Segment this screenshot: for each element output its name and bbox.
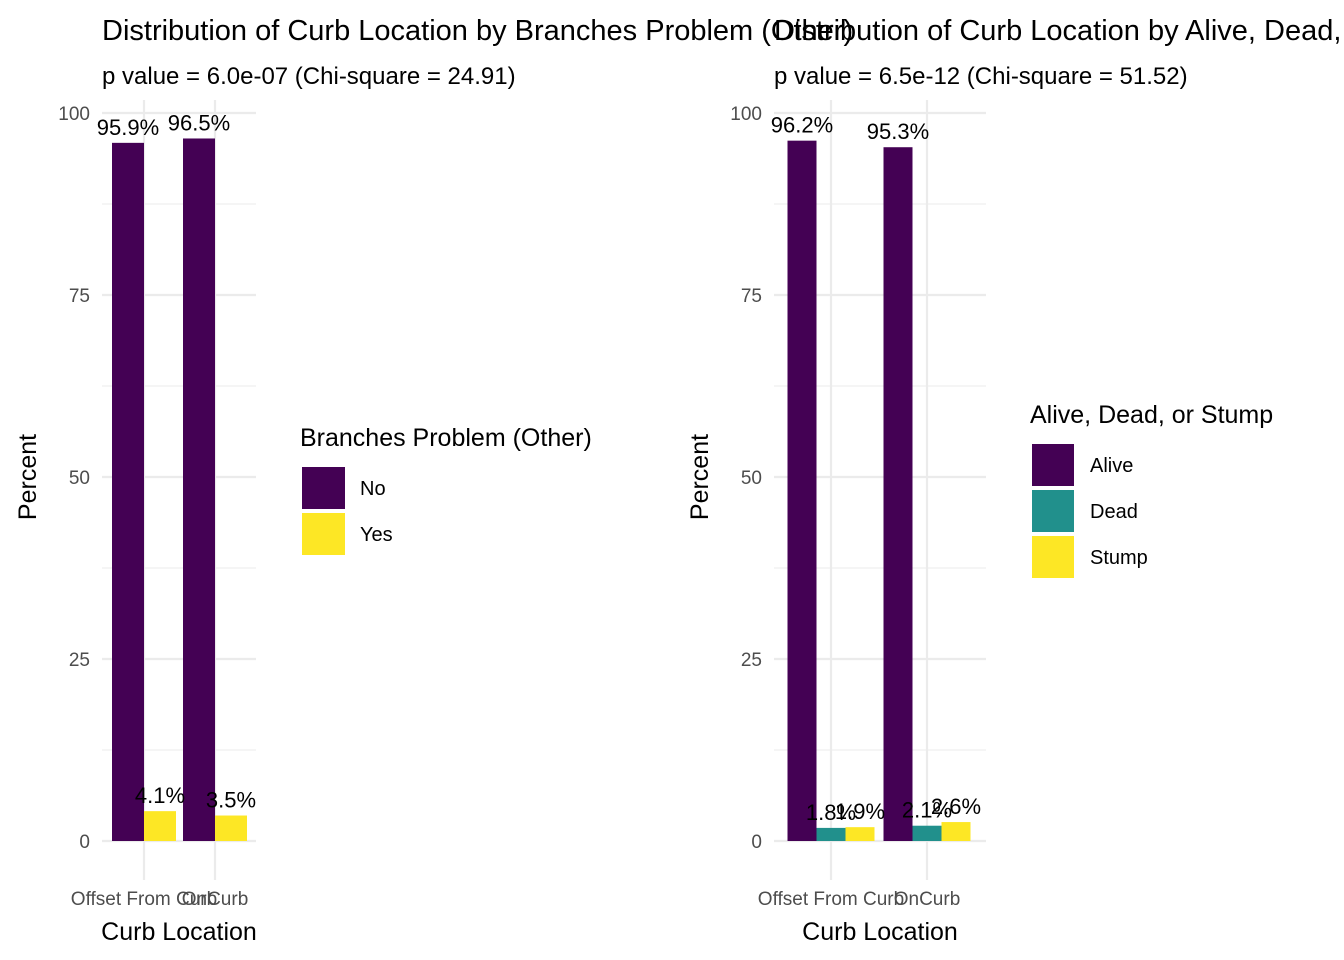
legend-title: Branches Problem (Other) — [300, 424, 592, 452]
chart-title: Distribution of Curb Location by Alive, … — [774, 15, 1344, 47]
y-tick-label: 50 — [741, 468, 762, 489]
chart-subtitle: p value = 6.0e-07 (Chi-square = 24.91) — [102, 63, 516, 90]
legend-key-yes — [302, 513, 345, 555]
legend-label-dead: Dead — [1090, 501, 1138, 523]
x-tick-label: OnCurb — [182, 889, 249, 910]
y-tick-label: 0 — [751, 832, 762, 853]
x-tick-label: OnCurb — [894, 889, 961, 910]
y-tick-label: 100 — [58, 104, 90, 125]
y-tick-label: 100 — [730, 104, 762, 125]
legend-label-alive: Alive — [1090, 455, 1133, 477]
bar-data-label: 3.5% — [206, 788, 256, 813]
legend-title: Alive, Dead, or Stump — [1030, 401, 1273, 429]
y-axis-title: Percent — [14, 434, 42, 520]
y-axis-title: Percent — [686, 434, 714, 520]
bar-data-label: 2.6% — [931, 794, 981, 819]
legend-key-no — [302, 467, 345, 509]
bar-data-label: 4.1% — [135, 783, 185, 808]
y-tick-label: 0 — [79, 832, 90, 853]
legend: Alive, Dead, or Stump Alive Dead Stump — [1030, 401, 1273, 578]
x-axis-title: Curb Location — [101, 918, 257, 946]
bar-stump-2 — [941, 822, 971, 841]
legend-label-no: No — [360, 478, 386, 500]
bars — [112, 138, 247, 842]
y-tick-label: 50 — [69, 468, 90, 489]
chart-subtitle: p value = 6.5e-12 (Chi-square = 51.52) — [774, 63, 1188, 90]
legend: Branches Problem (Other) No Yes — [300, 424, 592, 555]
chart-title: Distribution of Curb Location by Branche… — [102, 15, 853, 47]
data-labels: 95.9% 4.1% 96.5% 3.5% — [97, 110, 256, 812]
bar-no-1 — [112, 142, 144, 841]
bar-data-label: 2.1% — [902, 798, 952, 823]
data-labels: 96.2% 1.8%1.9% 95.3% 2.1%2.6% — [771, 113, 981, 825]
x-axis-title: Curb Location — [802, 918, 958, 946]
bar-data-label: 96.5% — [168, 110, 230, 135]
chart-panel-2: 0 25 50 75 100 96.2% 1.8%1.9% 95.3% 2.1%2.6% Offs… — [686, 15, 1344, 946]
y-tick-label: 75 — [69, 286, 90, 307]
legend-label-yes: Yes — [360, 524, 393, 546]
legend-key-alive — [1032, 444, 1074, 486]
bar-yes-1 — [144, 811, 176, 841]
bar-yes-2 — [215, 815, 247, 841]
legend-label-stump: Stump — [1090, 547, 1148, 569]
bar-data-label: 1.9% — [835, 799, 885, 824]
bar-data-label: 1.8% — [806, 800, 856, 825]
bar-stump-1 — [845, 827, 875, 841]
y-tick-label: 75 — [741, 286, 762, 307]
bar-no-2 — [183, 138, 215, 842]
bar-alive-1 — [787, 140, 817, 841]
x-tick-label: Offset From Curb — [71, 889, 217, 910]
legend-key-dead — [1032, 490, 1074, 532]
chart-panel-1: 0 25 50 75 100 95.9% 4.1% 96.5% 3.5% Offset From … — [14, 15, 853, 946]
bar-data-label: 96.2% — [771, 113, 833, 138]
bar-dead-1 — [816, 827, 846, 841]
bar-dead-2 — [912, 825, 942, 841]
bars — [787, 140, 971, 841]
bar-alive-2 — [883, 147, 913, 841]
x-tick-label: Offset From Curb — [758, 889, 904, 910]
y-tick-label: 25 — [741, 650, 762, 671]
bar-data-label: 95.3% — [867, 119, 929, 144]
bar-data-label: 95.9% — [97, 115, 159, 140]
y-tick-label: 25 — [69, 650, 90, 671]
legend-key-stump — [1032, 536, 1074, 578]
